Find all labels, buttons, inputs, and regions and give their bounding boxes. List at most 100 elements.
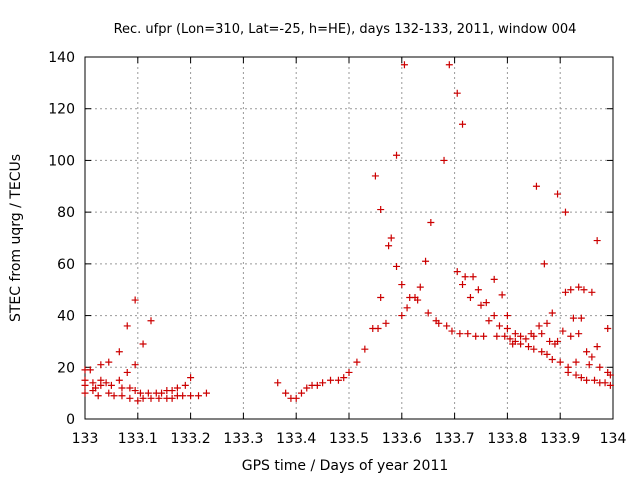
data-point	[274, 379, 282, 387]
data-point	[606, 371, 614, 379]
data-point	[459, 281, 467, 289]
y-tick-label: 100	[48, 153, 75, 169]
data-point	[588, 353, 596, 361]
data-point	[134, 397, 142, 405]
data-point	[548, 309, 556, 317]
data-point	[126, 384, 134, 392]
y-tick-label: 60	[57, 257, 75, 273]
chart-title: Rec. ufpr (Lon=310, Lat=-25, h=HE), days…	[114, 22, 577, 37]
data-point	[414, 296, 422, 304]
data-point	[511, 337, 519, 345]
data-point	[474, 286, 482, 294]
data-point	[572, 358, 580, 366]
data-point	[179, 392, 187, 400]
data-point	[522, 335, 530, 343]
data-point	[572, 371, 580, 379]
data-point	[92, 384, 100, 392]
data-point	[588, 288, 596, 296]
data-point	[89, 379, 97, 387]
data-point	[118, 392, 126, 400]
data-point	[482, 299, 490, 307]
data-point	[517, 340, 525, 348]
data-point	[575, 330, 583, 338]
data-point	[115, 348, 123, 356]
data-point	[340, 374, 348, 382]
data-point	[398, 312, 406, 320]
data-point	[511, 330, 519, 338]
data-point	[546, 337, 554, 345]
data-point	[105, 358, 113, 366]
data-point	[131, 361, 139, 369]
data-point	[393, 262, 401, 270]
data-point	[501, 332, 509, 340]
data-point	[313, 381, 321, 389]
data-point	[345, 368, 353, 376]
data-point	[131, 296, 139, 304]
data-point	[498, 291, 506, 299]
data-point	[472, 332, 480, 340]
data-point	[445, 61, 453, 69]
data-point	[532, 182, 540, 190]
data-point	[554, 337, 562, 345]
data-point	[591, 376, 599, 384]
data-point	[583, 348, 591, 356]
data-point	[422, 257, 430, 265]
data-point	[503, 325, 511, 332]
data-point	[187, 374, 195, 382]
data-point	[282, 389, 290, 397]
data-point	[139, 394, 147, 402]
data-point	[543, 350, 551, 358]
data-point	[583, 376, 591, 384]
data-point	[385, 242, 393, 250]
data-point	[144, 389, 152, 397]
data-point	[564, 363, 572, 371]
x-tick-label: 133.3	[223, 431, 263, 447]
data-point	[495, 322, 503, 330]
data-point	[398, 281, 406, 289]
data-point	[110, 392, 118, 400]
data-point	[102, 379, 110, 387]
data-point	[466, 293, 474, 301]
y-axis-label: STEC from uqrg / TECUs	[8, 154, 24, 322]
data-point	[416, 283, 424, 291]
y-tick-label: 140	[48, 50, 75, 66]
data-point	[147, 394, 155, 402]
x-tick-label: 133.2	[171, 431, 211, 447]
data-point	[596, 363, 604, 371]
x-tick-label: 133	[72, 431, 99, 447]
data-point	[123, 368, 131, 376]
y-tick-labels: 0 20 40 60 80 100 120 140	[48, 50, 75, 428]
data-point	[567, 332, 575, 340]
data-point	[97, 361, 105, 369]
x-tick-label: 133.6	[382, 431, 422, 447]
data-point	[477, 301, 485, 309]
data-point	[503, 312, 511, 320]
data-point	[374, 325, 382, 332]
data-point	[464, 330, 472, 338]
data-point	[585, 361, 593, 369]
data-point	[393, 151, 401, 159]
data-point	[538, 348, 546, 356]
data-point	[168, 387, 176, 395]
data-point	[123, 322, 131, 330]
data-point	[493, 332, 501, 340]
data-point	[292, 394, 300, 402]
data-point	[561, 208, 569, 216]
y-tick-label: 0	[66, 412, 75, 428]
data-point	[556, 358, 564, 366]
data-point	[118, 384, 126, 392]
data-point	[453, 268, 461, 276]
data-point	[577, 314, 585, 322]
data-points	[81, 61, 614, 405]
data-point	[559, 327, 567, 335]
data-point	[480, 332, 488, 340]
data-point	[435, 319, 443, 327]
data-point	[139, 340, 147, 348]
data-point	[361, 345, 369, 353]
data-point	[490, 275, 498, 283]
data-point	[387, 234, 395, 242]
data-point	[400, 61, 408, 69]
x-tick-label: 133.5	[329, 431, 369, 447]
data-point	[577, 374, 585, 382]
